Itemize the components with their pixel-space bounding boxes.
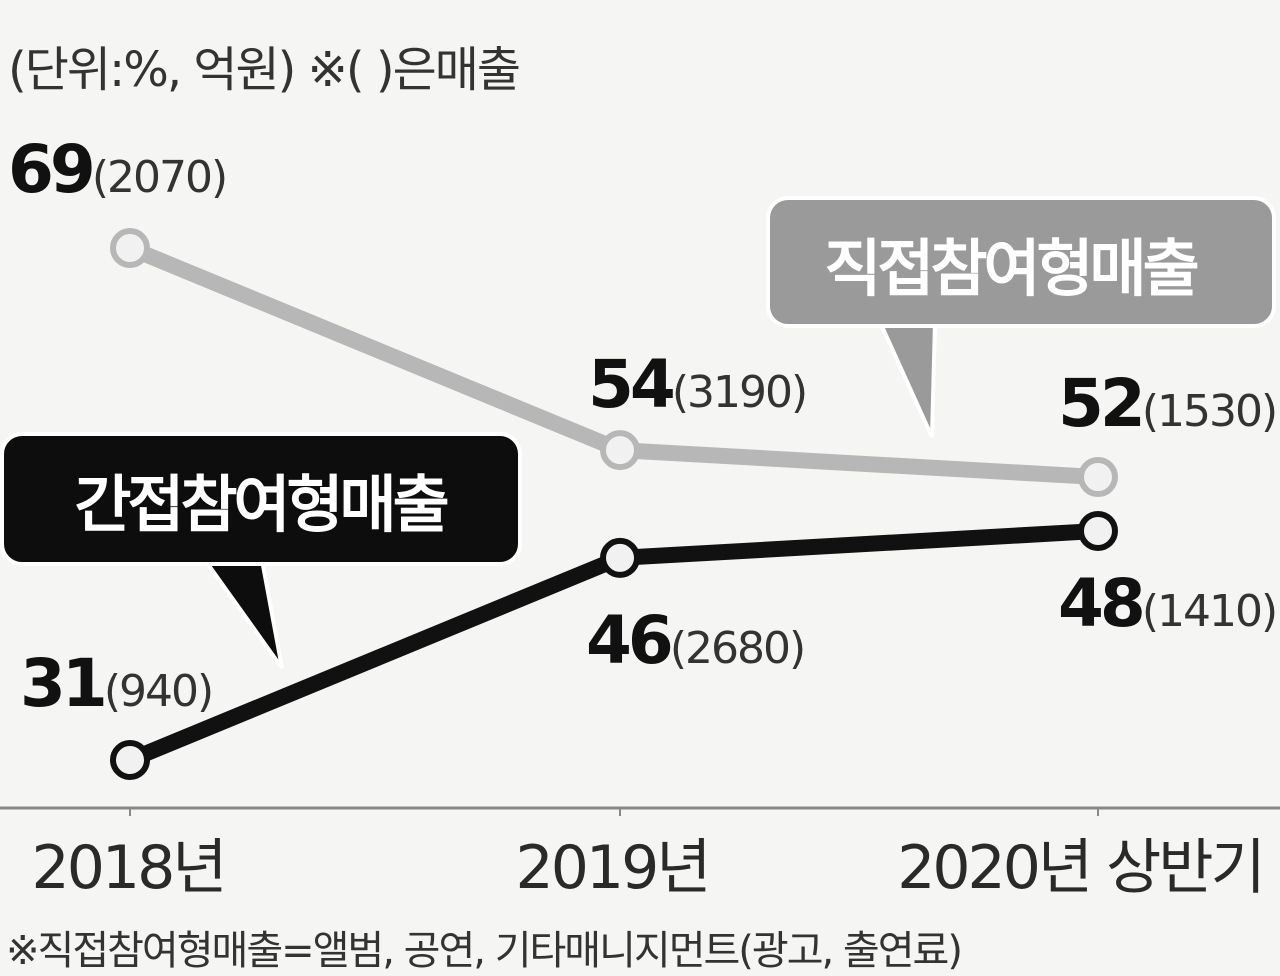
data-point-direct [110, 228, 150, 268]
data-label-value: 31 [20, 645, 104, 722]
data-label: 69(2070) [8, 131, 226, 208]
unit-note: (단위:%, 억원) ※( )은매출 [8, 42, 521, 98]
callout-pointer-indirect [201, 558, 284, 670]
data-point-indirect [110, 740, 150, 780]
data-label-value: 54 [588, 346, 673, 423]
data-label: 54(3190) [588, 346, 806, 423]
data-label-sales: (1410) [1142, 586, 1276, 637]
x-tick-label: 2020년 상반기 [897, 833, 1263, 903]
data-point-direct [1078, 457, 1118, 498]
data-point-direct [600, 430, 640, 471]
callout-box-indirect [0, 432, 522, 566]
footnote: ※직접참여형매출=앨범, 공연, 기타매니지먼트(광고, 출연료) [6, 928, 963, 974]
data-label-sales: (940) [104, 666, 212, 717]
data-label-value: 69 [8, 131, 92, 208]
data-label-value: 52 [1058, 365, 1142, 442]
data-label-value: 48 [1058, 565, 1142, 642]
data-label-sales: (2680) [670, 623, 804, 674]
data-label-sales: (2070) [92, 152, 226, 203]
legend-label-indirect: 간접참여형매출 [74, 468, 447, 541]
data-label: 31(940) [20, 645, 212, 722]
legend-label-direct: 직접참여형매출 [824, 232, 1197, 305]
data-label: 46(2680) [586, 602, 804, 679]
data-label: 52(1530) [1058, 365, 1276, 442]
callout-pointer-direct [876, 320, 938, 438]
x-tick-label: 2019년 [516, 833, 709, 903]
data-label-value: 46 [586, 602, 671, 679]
data-point-indirect [600, 537, 640, 578]
callout-box-direct [766, 196, 1276, 328]
data-point-indirect [1078, 510, 1118, 551]
x-tick-label: 2018년 [32, 833, 225, 903]
data-label-sales: (1530) [1142, 386, 1276, 437]
data-label: 48(1410) [1058, 565, 1276, 642]
data-label-sales: (3190) [672, 367, 806, 418]
